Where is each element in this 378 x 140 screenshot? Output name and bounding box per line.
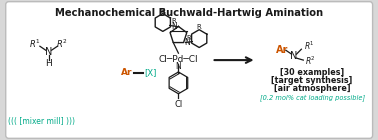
Text: [air atmosphere]: [air atmosphere] <box>274 84 350 93</box>
Text: Ar: Ar <box>121 68 133 77</box>
Text: N: N <box>172 22 177 31</box>
Text: Mechanochemical Buchwald-Hartwig Amination: Mechanochemical Buchwald-Hartwig Aminati… <box>55 8 323 18</box>
Text: $R^2$: $R^2$ <box>56 38 68 50</box>
Text: ((( [mixer mill] ))): ((( [mixer mill] ))) <box>8 117 75 126</box>
Text: N: N <box>175 62 181 71</box>
Text: Cl─Pd─Cl: Cl─Pd─Cl <box>159 55 198 64</box>
Text: R: R <box>197 24 201 30</box>
FancyBboxPatch shape <box>6 2 373 138</box>
Text: R: R <box>171 18 176 24</box>
Text: N: N <box>290 51 297 61</box>
Text: Ar: Ar <box>276 45 288 55</box>
Text: [X]: [X] <box>144 68 156 77</box>
Text: $R^2$: $R^2$ <box>305 55 316 67</box>
Text: $R^1$: $R^1$ <box>29 38 41 50</box>
Text: N: N <box>45 47 52 57</box>
Text: [0.2 mol% cat loading possible]: [0.2 mol% cat loading possible] <box>260 94 365 101</box>
Text: R: R <box>160 8 165 14</box>
Text: N: N <box>184 38 190 47</box>
Text: [30 examples]: [30 examples] <box>280 68 344 77</box>
Text: R: R <box>186 35 191 41</box>
Text: H: H <box>45 59 52 68</box>
Text: [target synthesis]: [target synthesis] <box>271 76 353 85</box>
Text: Cl: Cl <box>174 100 183 109</box>
Text: $R^1$: $R^1$ <box>304 40 315 52</box>
